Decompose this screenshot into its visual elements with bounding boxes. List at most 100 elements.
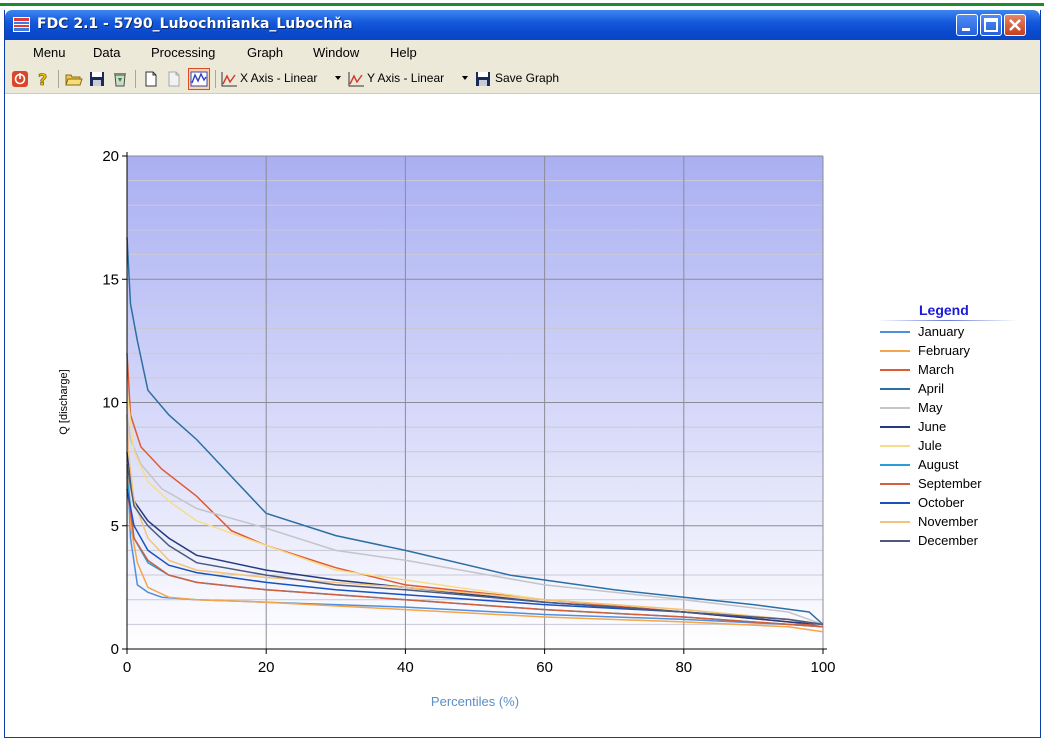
x-tick-label: 20 bbox=[258, 659, 275, 676]
svg-text:?: ? bbox=[38, 70, 47, 89]
document-disabled-icon bbox=[168, 71, 180, 87]
y-axis-dropdown[interactable]: Y Axis - Linear bbox=[367, 71, 445, 85]
recycle-bin-icon bbox=[114, 73, 126, 87]
graph-icon bbox=[190, 71, 208, 87]
y-tick-label: 0 bbox=[111, 641, 119, 658]
x-tick-label: 100 bbox=[810, 659, 835, 676]
x-tick-label: 60 bbox=[536, 659, 553, 676]
save-button[interactable] bbox=[87, 69, 107, 89]
app-window: FDC 2.1 - 5790_Lubochnianka_Lubochňa Men… bbox=[4, 10, 1041, 738]
graph-view-button[interactable] bbox=[188, 68, 210, 90]
close-button[interactable] bbox=[1004, 14, 1026, 36]
recycle-button[interactable] bbox=[110, 69, 130, 89]
x-axis-label: Percentiles (%) bbox=[431, 694, 519, 709]
menu-graph[interactable]: Graph bbox=[247, 45, 284, 60]
x-axis-icon-button[interactable] bbox=[219, 69, 239, 89]
legend-swatch bbox=[880, 426, 910, 428]
new-document-icon bbox=[145, 71, 157, 87]
series-lines bbox=[126, 237, 824, 633]
help-icon: ? bbox=[38, 70, 48, 89]
window-title: FDC 2.1 - 5790_Lubochnianka_Lubochňa bbox=[37, 16, 353, 32]
x-axis-dropdown[interactable]: X Axis - Linear bbox=[240, 71, 318, 85]
fdc-chart[interactable]: 0 20 40 60 80 100 0 5 10 15 20 Percentiles (%) Q [… bbox=[5, 94, 1040, 734]
toolbar-separator bbox=[215, 70, 216, 88]
x-tick-label: 80 bbox=[675, 659, 692, 676]
grid bbox=[126, 155, 824, 650]
menu-bar: Menu Data Processing Graph Window Help bbox=[5, 40, 1040, 65]
legend-label: May bbox=[918, 400, 943, 415]
toolbar-separator bbox=[135, 70, 136, 88]
close-icon bbox=[1009, 19, 1021, 31]
y-axis-label: Q [discharge] bbox=[58, 369, 70, 434]
legend-swatch bbox=[880, 369, 910, 371]
legend-title: Legend bbox=[919, 302, 969, 318]
menu-data[interactable]: Data bbox=[93, 45, 121, 60]
open-folder-icon bbox=[65, 74, 83, 86]
series-line-september bbox=[126, 488, 824, 628]
x-tick-label: 0 bbox=[123, 659, 131, 676]
menu-help[interactable]: Help bbox=[390, 45, 417, 60]
legend-label: November bbox=[918, 514, 978, 529]
legend-label: August bbox=[918, 457, 959, 472]
legend-label: April bbox=[918, 381, 945, 396]
legend-label: February bbox=[918, 343, 971, 358]
top-strip bbox=[0, 0, 1044, 6]
toolbar: ? X Axis - Linear Y Axis - Line bbox=[5, 65, 1040, 94]
title-bar[interactable]: FDC 2.1 - 5790_Lubochnianka_Lubochňa bbox=[5, 10, 1040, 40]
legend-swatch bbox=[880, 521, 910, 523]
axes: 0 20 40 60 80 100 0 5 10 15 20 bbox=[102, 148, 835, 676]
legend-label: March bbox=[918, 362, 955, 377]
menu-menu[interactable]: Menu bbox=[33, 45, 66, 60]
y-axis-dropdown-arrow-icon[interactable] bbox=[462, 76, 468, 80]
y-tick-label: 10 bbox=[102, 395, 119, 412]
floppy-disk-icon bbox=[90, 72, 104, 86]
maximize-button[interactable] bbox=[980, 14, 1002, 36]
series-line-april bbox=[126, 237, 824, 625]
x-axis-icon bbox=[221, 72, 237, 87]
legend-swatch bbox=[880, 445, 910, 447]
legend-label: January bbox=[918, 324, 965, 339]
y-axis-icon bbox=[348, 72, 364, 87]
save-graph-button[interactable]: Save Graph bbox=[495, 71, 560, 85]
open-button[interactable] bbox=[64, 69, 84, 89]
toolbar-separator bbox=[58, 70, 59, 88]
menu-processing[interactable]: Processing bbox=[151, 45, 216, 60]
x-axis-dropdown-arrow-icon[interactable] bbox=[335, 76, 341, 80]
series-line-february bbox=[126, 414, 824, 633]
help-button[interactable]: ? bbox=[33, 69, 53, 89]
legend-swatch bbox=[880, 407, 910, 409]
chart-area: 0 20 40 60 80 100 0 5 10 15 20 Percentiles (%) Q [… bbox=[5, 94, 1040, 734]
legend-swatch bbox=[880, 350, 910, 352]
power-icon bbox=[12, 71, 28, 87]
series-line-may bbox=[126, 414, 824, 626]
minimize-button[interactable] bbox=[956, 14, 978, 36]
y-tick-label: 20 bbox=[102, 148, 119, 165]
new-document-button[interactable] bbox=[141, 69, 161, 89]
app-icon bbox=[13, 17, 30, 32]
y-axis-icon-button[interactable] bbox=[346, 69, 366, 89]
legend-label: June bbox=[918, 419, 947, 434]
series-line-november bbox=[126, 439, 824, 626]
save-graph-icon-button[interactable] bbox=[473, 69, 493, 89]
maximize-icon bbox=[984, 18, 998, 32]
x-tick-label: 40 bbox=[397, 659, 414, 676]
y-tick-label: 5 bbox=[111, 518, 119, 535]
y-tick-label: 15 bbox=[102, 271, 119, 288]
document-button[interactable] bbox=[164, 69, 184, 89]
legend-label: Jule bbox=[918, 438, 942, 453]
legend-swatch bbox=[880, 502, 910, 504]
legend-swatch bbox=[880, 483, 910, 485]
legend-swatch bbox=[880, 388, 910, 390]
legend-swatch bbox=[880, 331, 910, 333]
legend-label: December bbox=[918, 533, 978, 548]
legend-swatch bbox=[880, 464, 910, 466]
legend-label: October bbox=[918, 495, 965, 510]
legend-divider bbox=[877, 320, 1017, 321]
power-button[interactable] bbox=[10, 69, 30, 89]
legend-label: September bbox=[918, 476, 982, 491]
series-line-december bbox=[126, 463, 824, 626]
menu-window[interactable]: Window bbox=[313, 45, 360, 60]
legend-swatch bbox=[880, 540, 910, 542]
minimize-icon bbox=[962, 28, 970, 31]
top-accent-line bbox=[0, 3, 1044, 6]
